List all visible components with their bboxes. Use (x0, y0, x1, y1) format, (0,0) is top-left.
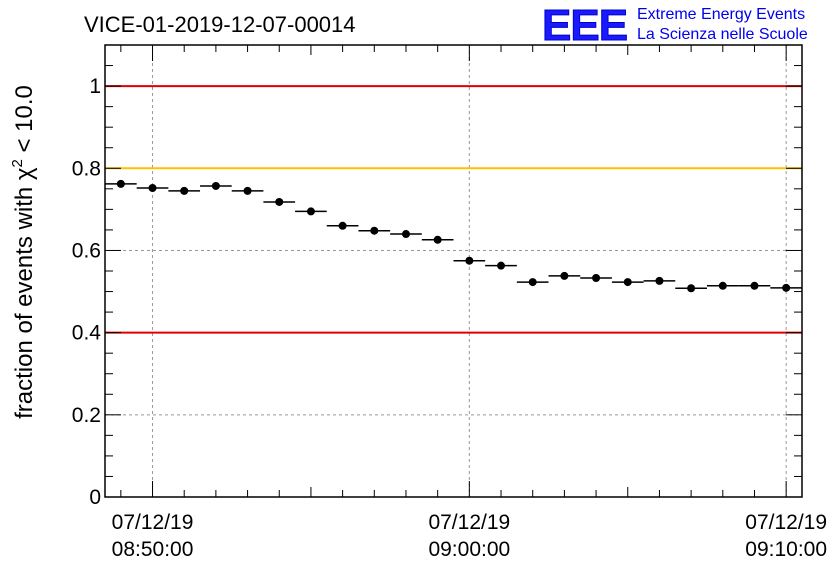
data-point (243, 186, 252, 195)
reference-lines (105, 85, 802, 334)
logo-letters: EEE (542, 1, 627, 50)
data-point (592, 273, 601, 282)
x-tick-label-date: 07/12/19 (428, 511, 510, 534)
data-point (116, 179, 125, 188)
logo-line1: Extreme Energy Events (637, 6, 805, 23)
data-point (528, 278, 537, 287)
x-tick-label-time: 09:10:00 (745, 538, 827, 561)
y-axis-label-prefix: fraction of events with (11, 180, 38, 419)
logo: EEE Extreme Energy Events La Scienza nel… (542, 1, 808, 51)
data-point (148, 183, 157, 192)
logo-line2: La Scienza nelle Scuole (637, 26, 808, 43)
data-point (211, 181, 220, 190)
data-point (782, 283, 791, 292)
data-point (560, 271, 569, 280)
plot-border (104, 44, 803, 498)
y-tick-label: 0.6 (72, 239, 101, 262)
data-point (306, 207, 315, 216)
data-point (370, 226, 379, 235)
tick-labels: 0 0.2 0.4 0.6 0.8 1 07/12/19 08:50:00 07/12/19 09… (72, 75, 827, 561)
x-tick-label-time: 09:00:00 (428, 538, 510, 561)
data-point (687, 284, 696, 293)
x-tick-label-time: 08:50:00 (112, 538, 194, 561)
data-point (718, 281, 727, 290)
y-tick-label: 0 (89, 486, 101, 509)
data-point (465, 256, 474, 265)
y-axis-label: fraction of events with χ2 < 10.0 (9, 85, 38, 419)
y-tick-label: 0.2 (72, 404, 101, 427)
y-axis-label-suffix: < 10.0 (11, 85, 38, 159)
x-tick-label-date: 07/12/19 (745, 511, 827, 534)
y-tick-label: 1 (89, 75, 101, 98)
data-point (497, 261, 506, 270)
data-point (275, 197, 284, 206)
y-axis-label-symbol: χ (11, 167, 38, 180)
chart-title: VICE-01-2019-12-07-00014 (84, 12, 356, 37)
data-point (433, 235, 442, 244)
x-tick-label-date: 07/12/19 (112, 511, 194, 534)
data-points (105, 179, 802, 293)
y-axis-label-superscript: 2 (9, 159, 26, 167)
y-tick-label: 0.4 (72, 322, 102, 345)
data-point (338, 221, 347, 230)
grid (105, 45, 802, 497)
data-point (655, 276, 664, 285)
data-point (623, 278, 632, 287)
data-point (401, 230, 410, 239)
data-point (750, 281, 759, 290)
data-point (180, 186, 189, 195)
plot-frame (104, 44, 803, 498)
y-tick-label: 0.8 (72, 157, 101, 180)
